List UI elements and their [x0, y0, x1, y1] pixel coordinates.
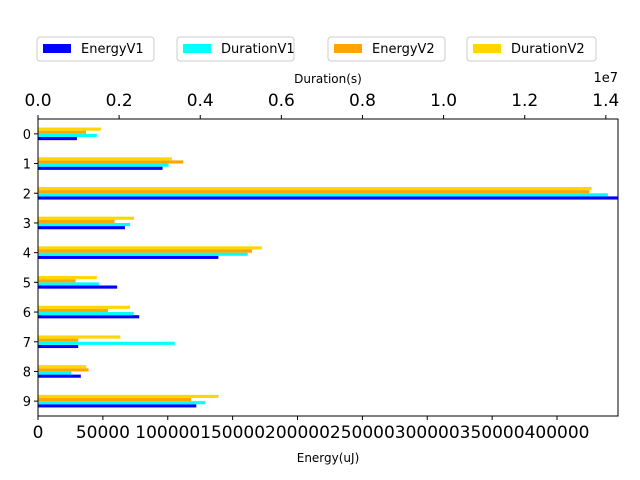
bar-durationv2-5	[38, 276, 97, 280]
legend-label: DurationV2	[511, 42, 585, 57]
x2-tick-label: 0.8	[349, 91, 376, 111]
x2-axis-label: Duration(s)	[294, 72, 362, 86]
bar-durationv1-2	[38, 193, 608, 197]
legend-swatch	[183, 44, 211, 53]
x2-tick-label: 0.0	[24, 91, 51, 111]
bar-energyv1-7	[38, 344, 79, 349]
y-axis: 0 1 2 3 4 5 6 7 8 9	[23, 128, 38, 410]
bar-durationv2-7	[38, 335, 121, 339]
bar-durationv1-5	[38, 282, 99, 286]
x-tick-label: 300000	[395, 423, 460, 443]
bar-durationv1-8	[38, 371, 72, 375]
y-tick-label: 9	[23, 395, 31, 410]
bar-energyv2-1	[38, 160, 184, 164]
legend: EnergyV1 DurationV1 EnergyV2 DurationV2	[36, 36, 597, 62]
legend-item	[176, 36, 295, 62]
bar-energyv2-6	[38, 308, 109, 313]
bar-energyv1-0	[38, 137, 77, 141]
bar-durationv2-1	[38, 157, 172, 161]
bar-energyv1-3	[38, 226, 125, 230]
legend-swatch	[43, 44, 71, 53]
legend-label: EnergyV2	[372, 42, 435, 57]
x-axis-energy: 0 50000 100000 150000 200000 250000 300000 3500…	[33, 416, 590, 443]
bar-energyv1-1	[38, 166, 163, 170]
bar-energyv2-4	[38, 249, 253, 253]
bar-durationv1-1	[38, 163, 169, 167]
y-tick-label: 8	[23, 365, 31, 380]
bar-durationv1-4	[38, 252, 248, 256]
y-tick-label: 7	[23, 336, 31, 351]
y-tick-label: 1	[23, 158, 31, 173]
y-tick-label: 4	[23, 247, 31, 262]
legend-item	[36, 36, 155, 62]
bar-durationv2-4	[38, 246, 262, 250]
bar-energyv1-9	[38, 404, 197, 408]
legend-swatch	[334, 44, 362, 53]
y-tick-label: 2	[23, 187, 31, 202]
x-tick-label: 250000	[330, 423, 395, 443]
x2-tick-label: 0.2	[106, 91, 133, 111]
x2-tick-label: 1.2	[511, 91, 538, 111]
bar-energyv2-0	[38, 130, 87, 134]
bar-durationv1-3	[38, 222, 131, 227]
y-tick-label: 0	[23, 128, 31, 143]
bar-durationv2-6	[38, 305, 131, 309]
bar-energyv1-8	[38, 374, 81, 378]
x-tick-label: 150000	[200, 423, 265, 443]
bar-durationv2-2	[38, 186, 592, 191]
bar-energyv1-5	[38, 285, 118, 289]
x-axis-duration: 0.0 0.2 0.4 0.6 0.8 1.0 1.2 1.4	[24, 91, 619, 119]
bar-durationv1-9	[38, 401, 206, 405]
x2-tick-label: 0.6	[268, 91, 295, 111]
legend-item	[466, 36, 597, 62]
bar-durationv2-8	[38, 365, 87, 369]
x-tick-label: 200000	[265, 423, 330, 443]
bar-energyv1-4	[38, 255, 219, 259]
bar-energyv2-3	[38, 219, 115, 223]
legend-swatch	[473, 44, 501, 53]
y-tick-label: 3	[23, 217, 31, 232]
bar-durationv1-7	[38, 341, 175, 345]
legend-item	[327, 36, 446, 62]
x-tick-label: 0	[33, 423, 44, 443]
bars-group	[38, 127, 618, 408]
bar-durationv1-6	[38, 312, 134, 316]
legend-label: DurationV1	[221, 42, 295, 57]
x2-tick-label: 1.0	[430, 91, 457, 111]
plot-frame	[37, 118, 619, 417]
bar-energyv2-2	[38, 190, 590, 194]
bar-energyv2-7	[38, 338, 79, 342]
y-tick-label: 6	[23, 306, 31, 321]
x2-axis-offset-label: 1e7	[593, 71, 618, 86]
bar-durationv2-3	[38, 216, 135, 220]
bar-energyv1-2	[38, 196, 618, 200]
bar-energyv2-9	[38, 398, 192, 402]
x-tick-label: 100000	[135, 423, 200, 443]
x-tick-label: 400000	[525, 423, 590, 443]
x-tick-label: 350000	[460, 423, 525, 443]
bar-energyv2-8	[38, 368, 89, 372]
legend-label: EnergyV1	[81, 42, 144, 57]
x-axis-label: Energy(uJ)	[297, 451, 360, 465]
x-tick-label: 50000	[76, 423, 130, 443]
bar-durationv2-0	[38, 127, 101, 131]
y-tick-label: 5	[23, 276, 31, 291]
bar-energyv2-5	[38, 279, 76, 283]
bar-durationv2-9	[38, 394, 219, 398]
x2-tick-label: 0.4	[187, 91, 214, 111]
bar-energyv1-6	[38, 315, 140, 319]
bar-durationv1-0	[38, 133, 97, 137]
x2-tick-label: 1.4	[592, 91, 619, 111]
